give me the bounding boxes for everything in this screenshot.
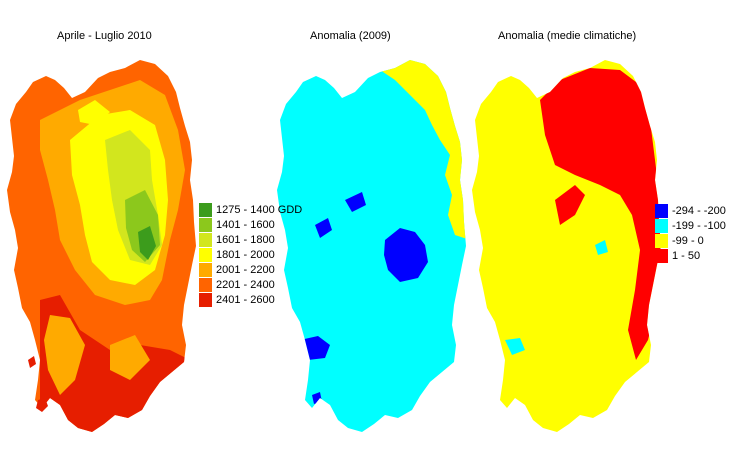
legend-swatch [655,233,668,248]
legend-swatch [655,218,668,233]
legend-swatch [199,232,212,247]
legend-swatch [199,247,212,262]
legend-gdd: 1275 - 1400 GDD 1401 - 1600 1601 - 1800 180… [199,202,302,307]
legend-item: 1275 - 1400 GDD [199,202,302,217]
legend-swatch [655,248,668,263]
map-gdd [7,60,196,432]
legend-item: 2401 - 2600 [199,292,302,307]
legend-label: 2201 - 2400 [216,278,275,291]
legend-anomaly: -294 - -200 -199 - -100 -99 - 0 1 - 50 [655,203,726,263]
legend-label: 2401 - 2600 [216,293,275,306]
legend-swatch [655,203,668,218]
legend-label: 2001 - 2200 [216,263,275,276]
legend-item: 2001 - 2200 [199,262,302,277]
legend-swatch [199,217,212,232]
legend-label: 1601 - 1800 [216,233,275,246]
map-anomaly-climate [472,60,661,432]
legend-swatch [199,277,212,292]
legend-swatch [199,202,212,217]
map-title-gdd: Aprile - Luglio 2010 [57,30,152,42]
legend-item: 1401 - 1600 [199,217,302,232]
legend-item: 1801 - 2000 [199,247,302,262]
legend-label: -199 - -100 [672,219,726,232]
legend-label: 1401 - 1600 [216,218,275,231]
legend-label: -99 - 0 [672,234,704,247]
legend-label: 1 - 50 [672,249,701,262]
legend-label: 1801 - 2000 [216,248,275,261]
legend-label: -294 - -200 [672,204,726,217]
legend-swatch [199,292,212,307]
legend-item: 1 - 50 [655,248,726,263]
legend-label: 1275 - 1400 GDD [216,203,303,216]
map-title-anomaly-climate: Anomalia (medie climatiche) [498,30,637,42]
map-anomaly-2009 [277,60,466,432]
legend-item: -99 - 0 [655,233,726,248]
legend-item: 1601 - 1800 [199,232,302,247]
legend-item: -199 - -100 [655,218,726,233]
map-title-anomaly-2009: Anomalia (2009) [310,30,391,42]
legend-item: -294 - -200 [655,203,726,218]
legend-swatch [199,262,212,277]
legend-item: 2201 - 2400 [199,277,302,292]
